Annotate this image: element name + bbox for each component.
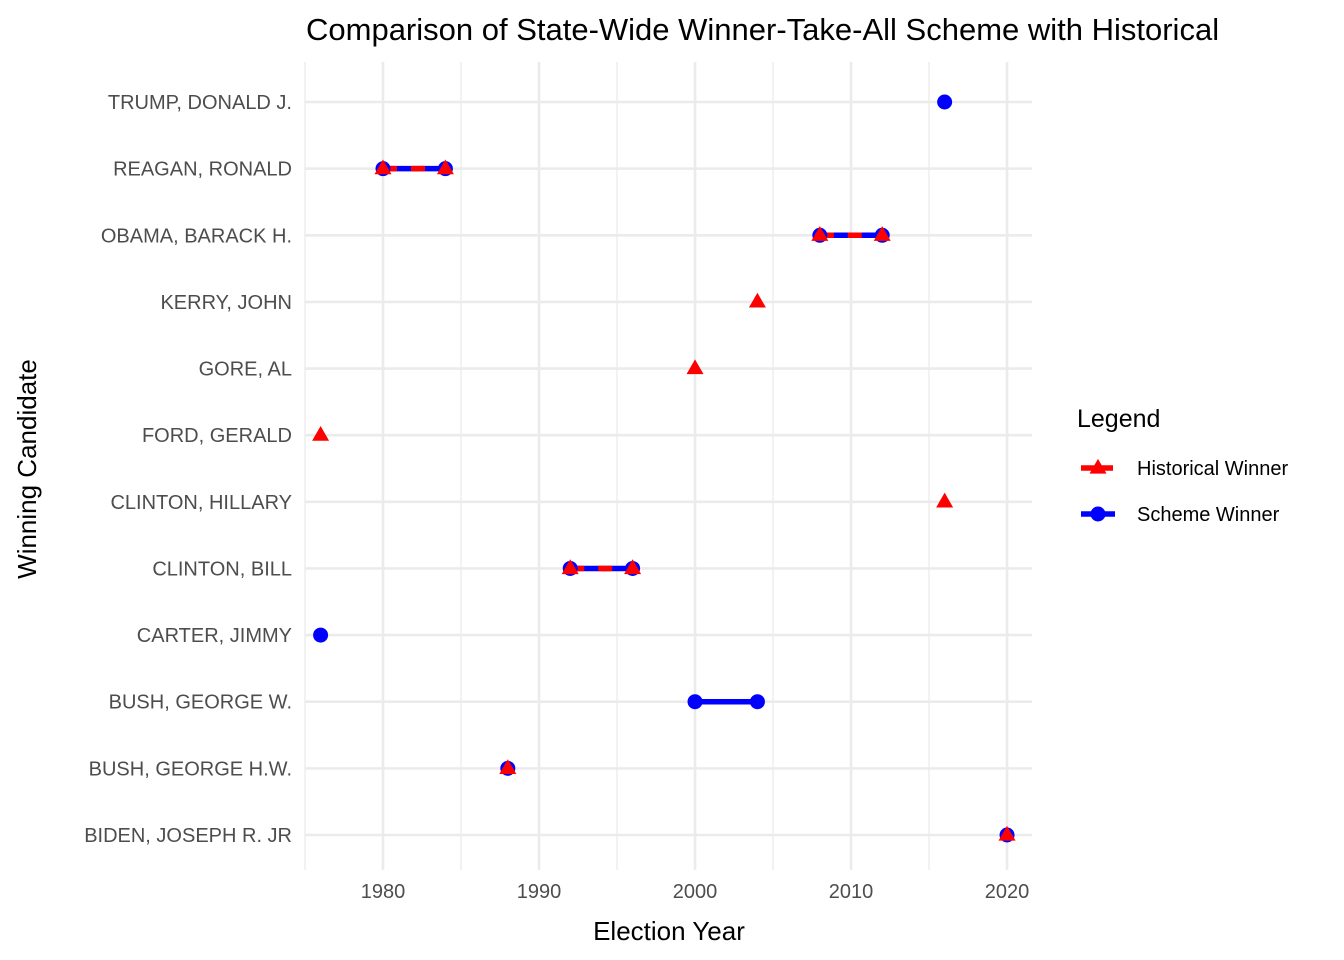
x-tick-label: 2000 bbox=[673, 881, 718, 903]
legend-items: Historical Winner Scheme Winner bbox=[1081, 458, 1288, 526]
y-tick-label-bush-george-h-w: BUSH, GEORGE H.W. bbox=[89, 758, 292, 780]
y-tick-label-gore-al: GORE, AL bbox=[199, 359, 292, 381]
historical-point-kerry-john-2004 bbox=[749, 293, 766, 308]
y-tick-label-trump-donald-j: TRUMP, DONALD J. bbox=[108, 92, 292, 114]
y-tick-label-clinton-hillary: CLINTON, HILLARY bbox=[110, 492, 292, 514]
scheme-point-trump-donald-j-2016 bbox=[937, 95, 952, 110]
legend-key-circle bbox=[1091, 507, 1106, 522]
historical-point-gore-al-2000 bbox=[687, 359, 704, 374]
legend-title: Legend bbox=[1077, 405, 1160, 433]
y-tick-label-bush-george-w: BUSH, GEORGE W. bbox=[109, 692, 292, 714]
historical-point-ford-gerald-1976 bbox=[312, 426, 329, 441]
x-axis-title: Election Year bbox=[593, 916, 745, 946]
scheme-point-bush-george-w-2000 bbox=[688, 694, 703, 709]
x-tick-label: 2020 bbox=[985, 881, 1030, 903]
legend-label: Scheme Winner bbox=[1137, 504, 1280, 526]
x-tick-label: 1990 bbox=[517, 881, 562, 903]
y-tick-label-biden-joseph-r-jr: BIDEN, JOSEPH R. JR bbox=[84, 825, 292, 847]
legend-item-historical-winner: Historical Winner bbox=[1081, 458, 1288, 480]
y-tick-label-obama-barack-h: OBAMA, BARACK H. bbox=[101, 225, 292, 247]
y-tick-label-clinton-bill: CLINTON, BILL bbox=[152, 558, 292, 580]
y-tick-label-carter-jimmy: CARTER, JIMMY bbox=[137, 625, 292, 647]
historical-point-clinton-hillary-2016 bbox=[936, 493, 953, 508]
y-tick-label-reagan-ronald: REAGAN, RONALD bbox=[113, 159, 292, 181]
legend: Legend Historical Winner Scheme Winner bbox=[1077, 405, 1288, 526]
y-tick-label-kerry-john: KERRY, JOHN bbox=[160, 292, 292, 314]
grid-layer bbox=[305, 62, 1032, 870]
x-tick-label: 1980 bbox=[361, 881, 406, 903]
legend-label: Historical Winner bbox=[1137, 458, 1288, 480]
y-axis-title: Winning Candidate bbox=[12, 359, 42, 579]
y-tick-label-ford-gerald: FORD, GERALD bbox=[142, 425, 292, 447]
axis-layer: 1980 1990 2000 2010 2020 BIDEN, JOSEPH R. JR B… bbox=[84, 92, 1029, 903]
x-tick-label: 2010 bbox=[829, 881, 874, 903]
scheme-point-bush-george-w-2004 bbox=[750, 694, 765, 709]
chart-title: Comparison of State-Wide Winner-Take-All… bbox=[306, 12, 1219, 47]
series-layer bbox=[312, 95, 1015, 843]
legend-item-scheme-winner: Scheme Winner bbox=[1081, 504, 1280, 526]
scheme-point-carter-jimmy-1976 bbox=[313, 628, 328, 643]
